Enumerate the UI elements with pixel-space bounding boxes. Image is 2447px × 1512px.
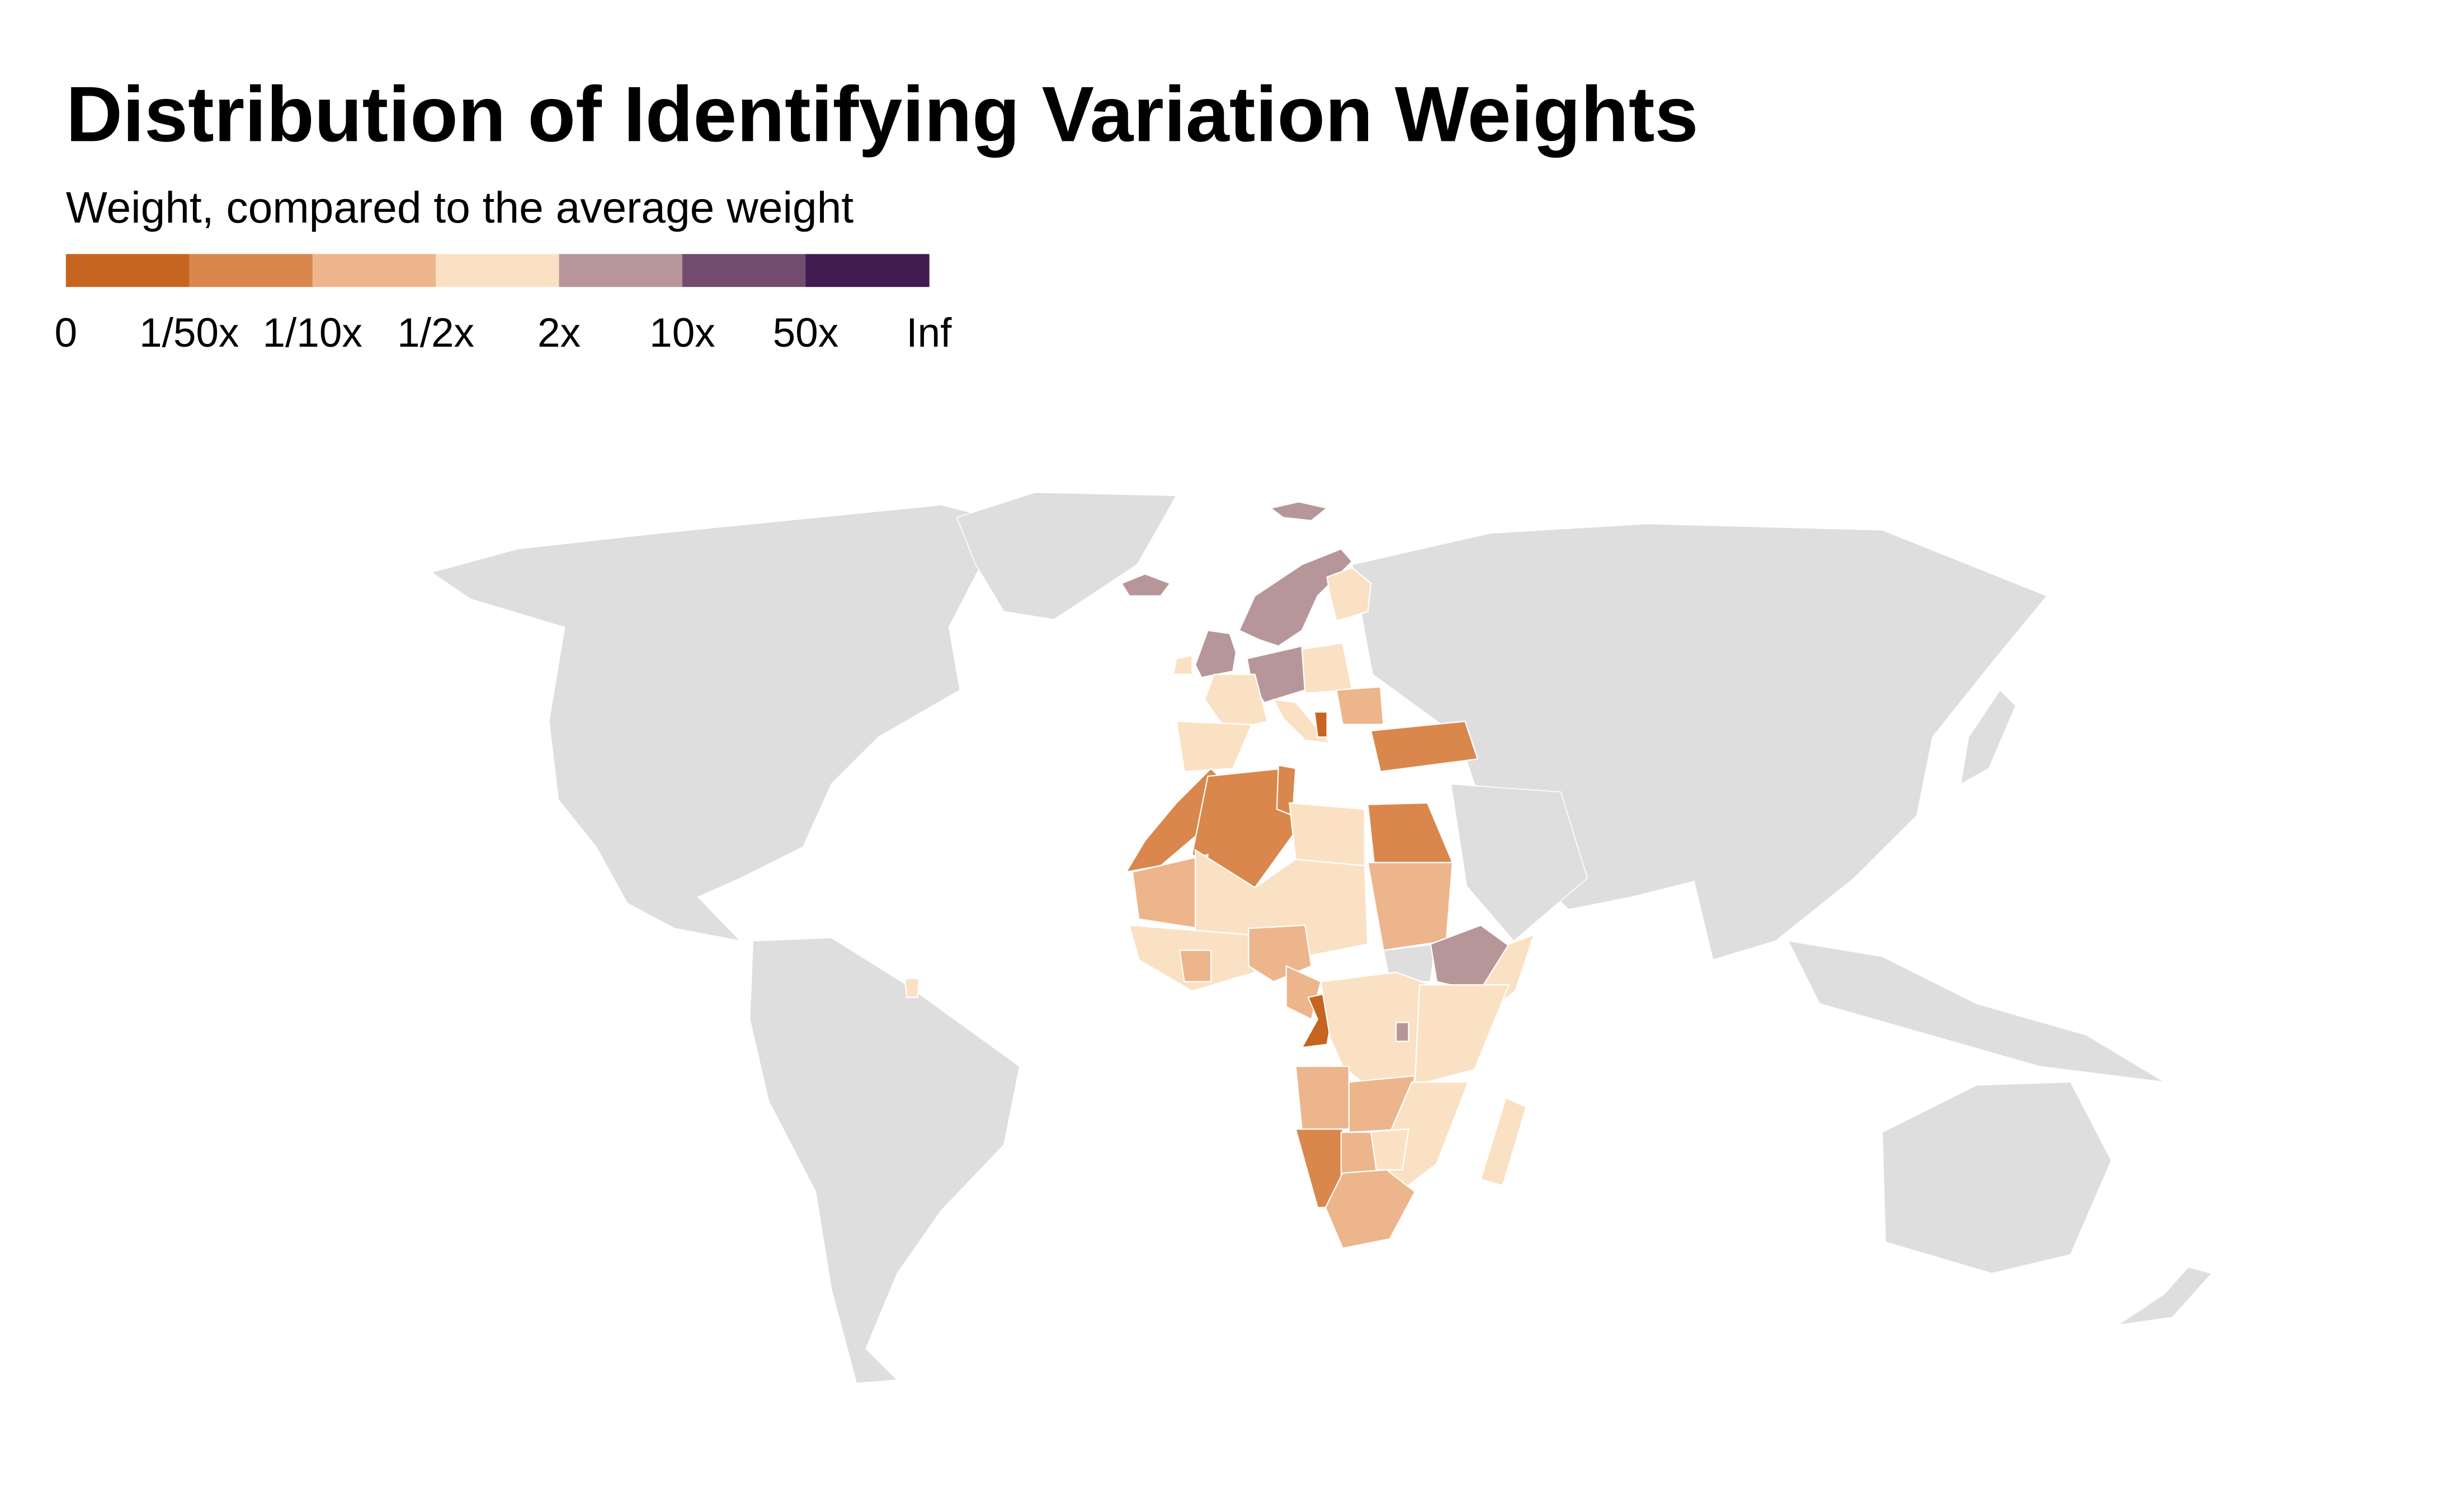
country-iceland <box>1120 573 1171 597</box>
country-albania <box>1313 711 1328 738</box>
legend-swatch <box>682 254 807 287</box>
land-arabia <box>1450 783 1588 942</box>
country-madagascar <box>1480 1097 1527 1187</box>
country-angola <box>1295 1065 1350 1130</box>
world-map <box>430 492 2213 1384</box>
land-new-zealand <box>2117 1267 2213 1326</box>
legend-tick-label: 50x <box>773 310 839 356</box>
land-japan <box>1960 689 2016 785</box>
legend-tick-label: Inf <box>906 310 952 356</box>
country-svalbard <box>1269 501 1329 522</box>
country-italy <box>1272 698 1332 744</box>
legend-swatch <box>805 254 930 287</box>
country-cote-d-ivoire <box>1178 949 1212 982</box>
legend-tick-label: 0 <box>55 310 78 356</box>
country-united-kingdom <box>1194 630 1237 678</box>
country-finland <box>1326 566 1372 622</box>
country-turkey <box>1370 720 1479 773</box>
country-french-guiana <box>904 977 920 998</box>
legend-tick-label: 1/50x <box>139 310 239 356</box>
legend-tick-label: 2x <box>538 310 581 356</box>
legend-color-bar <box>65 254 930 287</box>
country-iberia <box>1176 720 1253 772</box>
country-ireland <box>1172 654 1193 675</box>
country-poland-central-europe <box>1301 642 1353 694</box>
legend-tick-label: 10x <box>649 310 715 356</box>
legend-swatch <box>436 254 560 287</box>
country-romania-bulgaria <box>1336 686 1384 725</box>
country-egypt <box>1367 802 1454 863</box>
country-south-africa <box>1324 1169 1416 1249</box>
land-southeast-asia <box>1787 940 2165 1083</box>
legend-swatch <box>189 254 313 287</box>
land-north-america <box>430 504 1005 942</box>
land-australia <box>1882 1081 2112 1274</box>
legend-tick-label: 1/10x <box>262 310 362 356</box>
chart-title: Distribution of Identifying Variation We… <box>66 70 1699 158</box>
land-south-america <box>749 937 1020 1384</box>
legend-swatch <box>559 254 683 287</box>
legend-tick-label: 1/2x <box>397 310 474 356</box>
country-algeria <box>1191 767 1296 889</box>
legend-tick-labels: 0 1/50x 1/10x 1/2x 2x 10x 50x Inf <box>55 310 953 356</box>
legend-title: Weight, compared to the average weight <box>66 183 854 232</box>
land-greenland <box>956 492 1177 620</box>
country-burundi <box>1395 1022 1409 1042</box>
legend-swatch <box>65 254 190 287</box>
legend-swatch <box>312 254 436 287</box>
country-kenya-tanzania <box>1414 984 1510 1086</box>
country-sudan <box>1367 862 1454 951</box>
country-botswana <box>1340 1131 1378 1177</box>
